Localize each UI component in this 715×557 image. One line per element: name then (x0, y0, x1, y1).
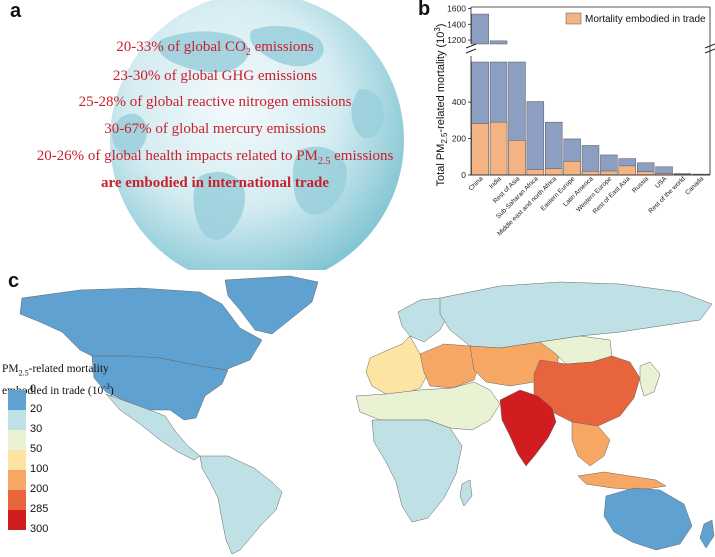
region-scandinavia (397, 297, 451, 343)
legend-swatch-trade (565, 12, 582, 25)
bar-total-upper (471, 13, 489, 45)
y-tick-label: 200 (452, 134, 466, 144)
legend-color-swatch (8, 430, 26, 450)
globe-continents (112, 25, 385, 240)
bar-trade (471, 123, 489, 176)
region-southeast-asia (571, 421, 611, 467)
globe-line-pm25: 20-26% of global health impacts related … (36, 148, 394, 167)
world-map (19, 275, 715, 555)
region-south-america (199, 455, 283, 555)
bar-trade (581, 171, 600, 176)
y-tick-label: 1400 (447, 19, 466, 29)
axis-break-mark (704, 48, 715, 54)
bar-trade (508, 140, 526, 176)
legend-color-swatch (8, 490, 26, 510)
region-western-europe (365, 335, 429, 395)
legend-tick-label: 300 (30, 523, 49, 535)
region-russia (439, 281, 713, 349)
legend-label-trade: Mortality embodied in trade (585, 14, 706, 25)
x-tick-label: USA (654, 175, 669, 190)
panel-label-a: a (10, 0, 22, 22)
region-australia (603, 487, 693, 551)
legend-tick-label: 200 (30, 483, 49, 495)
x-tick-label: China (468, 175, 485, 192)
bar-total (545, 121, 563, 176)
legend-color-swatch (8, 470, 26, 490)
bar-trade (618, 165, 636, 176)
axis-break-mark (465, 48, 477, 54)
legend-color-swatch (8, 510, 26, 530)
bar-trade (526, 169, 545, 176)
globe-line-nitrogen: 25-28% of global reactive nitrogen emiss… (78, 94, 352, 110)
globe-line-co2: 20-33% of global CO2 emissions (116, 39, 314, 58)
region-indonesia (577, 471, 667, 491)
bar-chart-legend: Mortality embodied in trade (565, 12, 706, 25)
region-eastern-europe (419, 343, 481, 389)
globe-line-mercury: 30-67% of global mercury emissions (104, 121, 326, 137)
y-tick-label: 400 (452, 97, 466, 107)
legend-color-swatch (8, 410, 26, 430)
bar-total (581, 145, 600, 176)
bar-trade (600, 170, 618, 176)
legend-color-swatch (8, 450, 26, 470)
panel-label-c: c (8, 270, 20, 292)
region-sub-saharan-africa (371, 419, 463, 523)
legend-tick-label: 0 (30, 383, 37, 395)
legend-tick-label: 20 (30, 403, 43, 415)
legend-tick-label: 50 (30, 443, 43, 455)
axis-break-mark (704, 43, 715, 49)
bar-chart-panel: b Total PM2.5-related mortality (103) Ch… (418, 0, 715, 270)
bar-trade (489, 121, 508, 176)
bar-chart: Total PM2.5-related mortality (103) Chin… (433, 4, 715, 237)
axis-break-mark (465, 43, 477, 49)
legend-color-swatch (8, 390, 26, 410)
legend-tick-label: 30 (30, 423, 43, 435)
region-usa (91, 355, 229, 421)
legend-tick-label: 285 (30, 503, 49, 515)
globe-panel: a 20-33% of global CO2 emissions 23-30% … (0, 0, 430, 270)
panel-label-b: b (418, 0, 431, 20)
globe-graphic (110, 0, 404, 270)
region-japan-korea (639, 361, 661, 397)
region-new-zealand (699, 519, 715, 549)
x-tick-label: India (488, 175, 503, 190)
x-tick-label: Russia (631, 175, 650, 194)
bar-total (526, 101, 545, 176)
bar-chart-ylabel: Total PM2.5-related mortality (103) (433, 24, 449, 187)
bar-trade (563, 161, 581, 176)
region-india (499, 389, 557, 467)
y-tick-label: 1200 (447, 35, 466, 45)
legend-tick-label: 100 (30, 463, 49, 475)
bar-trade (636, 171, 655, 176)
bar-total-upper (489, 40, 508, 45)
y-tick-label: 0 (461, 170, 466, 180)
map-legend-title: PM2.5-related mortality embodied in trade… (2, 363, 114, 398)
bar-trade (545, 168, 563, 176)
y-tick-label: 1600 (447, 4, 466, 14)
map-panel: c (0, 270, 715, 557)
globe-line-conclusion: are embodied in international trade (100, 175, 330, 191)
region-greenland (224, 275, 319, 335)
x-tick-label: Canada (684, 175, 705, 196)
globe-line-ghg: 23-30% of global GHG emissions (112, 68, 318, 84)
region-madagascar (459, 479, 473, 507)
